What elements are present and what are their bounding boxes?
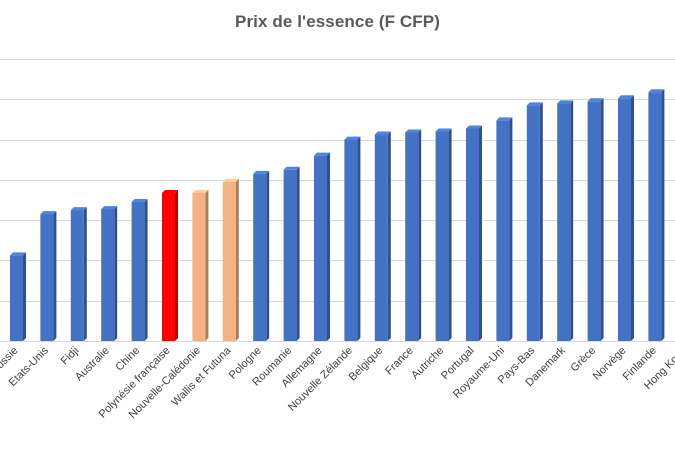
bar-front [466,128,479,341]
bar-front [618,98,631,342]
bar-1 [10,252,26,341]
bar-top [40,211,57,215]
bar-side [175,189,178,341]
bar-side [357,136,361,341]
bar-side [266,170,270,341]
bar-front [283,169,297,341]
bar-side [387,131,391,341]
bar-7 [192,189,209,341]
bar-top [405,129,422,133]
bar-top [587,98,604,102]
bar-top [557,100,574,104]
bar-front [101,209,115,341]
bar-front [435,131,449,341]
bar-top [253,170,270,174]
bar-15 [435,128,452,341]
bar-10 [283,166,300,341]
category-label: Chine [113,345,142,374]
bar-side [144,199,148,341]
bar-12 [344,136,361,341]
bar-side [53,211,57,341]
bar-top [101,206,118,210]
bar-side [631,95,634,342]
bar-front [253,173,267,341]
bar-front [162,192,175,341]
bar-top [496,117,513,121]
bar-side [114,206,118,341]
bar-top [344,136,361,140]
bar-14 [405,129,422,341]
bar-9 [253,170,270,341]
bar-8 [222,178,239,341]
bar-20 [587,98,604,341]
bar-side [83,207,87,341]
bar-side [296,166,300,341]
bar-front [526,105,540,341]
bar-front [496,120,510,341]
bar-16 [466,125,482,341]
bar-front [192,192,206,341]
bar-top [374,131,391,135]
bar-side [23,252,26,341]
bar-top [435,128,452,132]
bar-21 [618,95,634,342]
bar-side [509,117,513,341]
bars [10,89,665,342]
bar-top [131,199,148,203]
bar-front [587,101,601,341]
bar-side [327,152,330,341]
bar-top [648,89,665,93]
bar-front [648,92,662,341]
bar-front [131,202,145,341]
bar-19 [557,100,574,341]
bar-6 [162,189,178,341]
bar-18 [526,102,543,341]
bar-4 [101,206,118,341]
bar-front [10,255,23,341]
bar-17 [496,117,513,341]
bar-front [40,214,54,341]
bar-top [10,252,26,256]
category-label: Belgique [347,345,386,384]
bar-side [418,129,422,341]
bar-top [526,102,543,106]
bar-top [283,166,300,170]
bar-front [70,210,84,341]
bar-side [661,89,665,341]
bar-side [570,100,574,341]
bar-3 [70,207,87,341]
bar-side [448,128,452,341]
bar-side [235,178,239,341]
category-label: Fidji [59,345,82,368]
bar-side [539,102,543,341]
bar-front [222,181,236,341]
category-label: Australie [73,345,112,384]
bar-top [466,125,482,129]
bar-side [600,98,604,341]
bar-side [479,125,482,341]
chart-title: Prix de l'essence (F CFP) [235,12,440,31]
bar-top [70,207,87,211]
bar-top [192,189,209,193]
bar-front [344,139,358,341]
bar-2 [40,211,57,341]
bar-front [314,155,327,341]
bar-side [205,189,209,341]
bar-11 [314,152,330,341]
bar-top [618,95,634,99]
bar-front [374,134,388,341]
bar-top [222,178,239,182]
bar-front [557,103,571,341]
bar-top [314,152,330,156]
bar-front [405,132,419,341]
bar-top [162,189,178,193]
bar-22 [648,89,665,341]
bar-13 [374,131,391,341]
bar-5 [131,199,148,341]
